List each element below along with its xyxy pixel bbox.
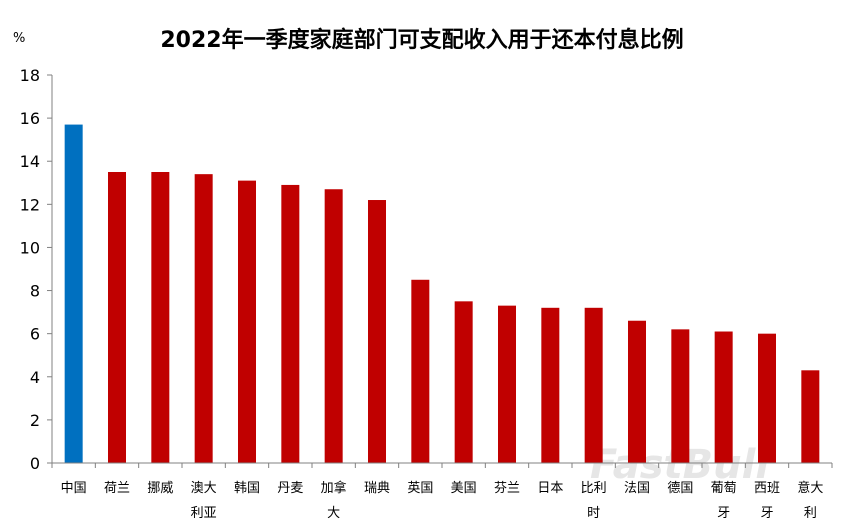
bar [324,189,343,463]
bar [714,331,733,463]
x-tick-label: 日本 [537,481,563,496]
x-tick-label: 英国 [407,481,433,496]
bar [671,329,690,463]
x-tick-label: 芬兰 [494,481,520,496]
bar [411,279,430,463]
bar [454,301,473,463]
y-tick-label: 18 [20,66,40,85]
x-tick-label: 中国 [61,481,87,496]
chart-title: 2022年一季度家庭部门可支配收入用于还本付息比例 [160,27,683,53]
bar [64,124,83,464]
bar [584,307,603,463]
y-axis: 0 2 4 6 8 10 12 14 16 18 [20,66,53,473]
x-tick-label: 美国 [451,481,477,496]
bar [281,184,300,463]
bar [108,172,126,463]
y-tick-label: 8 [30,282,40,301]
y-tick-label: 12 [20,195,40,214]
bar [758,333,776,463]
bar [628,320,646,463]
unit-label: % [13,31,25,46]
x-tick-label: 德国 [667,481,693,496]
bar [194,174,213,463]
y-tick-label: 0 [30,454,40,473]
bar [498,305,516,463]
bars [64,124,820,464]
x-tick-label: 澳大利亚 [191,480,217,521]
x-tick-label: 比利时 [581,481,607,521]
y-tick-label: 10 [20,238,40,257]
y-tick-label: 4 [30,368,40,387]
x-tick-label: 挪威 [147,481,173,496]
y-tick-label: 14 [20,152,40,171]
x-tick-label: 意大利 [797,480,823,521]
x-tick-label: 荷兰 [104,481,130,496]
y-tick-label: 6 [30,325,40,344]
x-tick-label: 法国 [624,481,650,496]
bar [368,200,386,463]
bar [541,307,560,463]
x-tick-label: 葡萄牙 [711,481,737,521]
y-tick-label: 16 [20,109,40,128]
y-tick-label: 2 [30,411,40,430]
x-tick-label: 西班牙 [754,481,780,521]
x-axis: 中国 荷兰 挪威 澳大利亚 韩国 丹麦 加拿大 瑞典 英国 美国 芬兰 日本 比利时 法国 德国 葡萄牙西班牙… [51,462,833,521]
x-tick-label: 韩国 [234,481,260,496]
x-tick-label: 丹麦 [277,481,303,496]
bar [151,172,170,463]
bar [801,370,820,463]
x-tick-label: 瑞典 [364,481,390,496]
x-tick-label: 加拿大 [321,480,347,521]
bar [238,180,256,463]
